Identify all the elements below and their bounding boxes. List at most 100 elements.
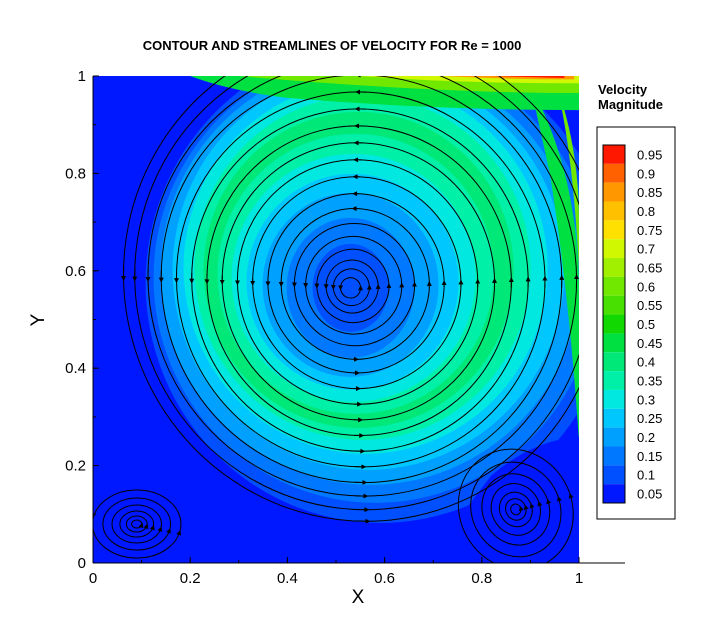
legend-level-label: 0.2 — [637, 430, 655, 445]
legend-level-label: 0.8 — [637, 204, 655, 219]
y-ticks: 0 0.2 0.4 0.6 0.8 1 — [65, 68, 99, 572]
streamline-30 — [457, 448, 574, 563]
legend-level-label: 0.85 — [637, 185, 662, 200]
x-tick-label: 0.4 — [277, 570, 298, 587]
legend-level-label: 0.3 — [637, 392, 655, 407]
streamline-arrow — [351, 206, 358, 212]
legend-swatch — [603, 446, 625, 466]
streamline-arrow — [354, 106, 366, 112]
legend-level-label: 0.1 — [637, 468, 655, 483]
streamline-8 — [252, 176, 462, 390]
legend-level-label: 0.65 — [637, 260, 662, 275]
contour-right-wall-2 — [554, 80, 579, 271]
streamline-1 — [332, 268, 370, 307]
legend-swatch — [603, 314, 625, 334]
streamline-arrow — [314, 283, 320, 289]
legend-level-label: 0.95 — [637, 147, 662, 162]
streamline-arrow — [204, 274, 210, 285]
streamline-arrow — [189, 272, 195, 284]
legend-level-label: 0.45 — [637, 336, 662, 351]
streamline-arrow — [250, 278, 256, 286]
y-tick-label: 0 — [78, 555, 86, 572]
streamline-arrow — [145, 268, 151, 283]
legend-swatch — [603, 333, 625, 353]
legend-level-label: 0.4 — [637, 355, 655, 370]
streamline-arrow — [529, 503, 535, 509]
streamline-arrow — [291, 281, 297, 288]
legend-level-label: 0.25 — [637, 411, 662, 426]
streamline-10 — [221, 142, 496, 421]
streamline-arrow — [323, 284, 329, 290]
streamline-arrow — [458, 279, 464, 288]
contour-right-wall-1 — [530, 85, 579, 442]
streamline-arrow — [360, 29, 372, 35]
streamline-22 — [102, 497, 172, 551]
x-tick-label: 1 — [575, 570, 583, 587]
streamline-25 — [505, 498, 527, 521]
streamline-arrow — [219, 275, 225, 285]
streamline-arrow — [568, 493, 574, 499]
x-tick-label: 0.2 — [180, 570, 201, 587]
streamline-arrow — [359, 57, 370, 63]
y-tick-label: 0.8 — [65, 165, 86, 182]
streamline-0 — [340, 277, 362, 299]
streamline-arrow — [265, 279, 271, 287]
streamline-28 — [481, 473, 551, 546]
streamline-arrow — [542, 275, 548, 288]
streamline-29 — [470, 461, 562, 558]
legend-swatch — [603, 408, 625, 428]
x-tick-label: 0.6 — [374, 570, 395, 587]
streamline-arrow — [176, 530, 182, 536]
streamline-26 — [498, 491, 533, 528]
streamline-11 — [206, 125, 512, 436]
streamline-arrow — [132, 267, 138, 282]
legend-level-label: 0.75 — [637, 223, 662, 238]
streamline-arrow — [588, 276, 594, 288]
streamline-arrow — [441, 280, 447, 288]
legend-swatch — [603, 239, 625, 259]
streamline-arrow — [353, 417, 364, 423]
legend-swatch — [603, 465, 625, 485]
streamline-14 — [160, 76, 563, 483]
legend-swatch — [603, 371, 625, 390]
streamline-arrow — [426, 280, 432, 288]
streamline-arrow — [399, 282, 405, 288]
legend-swatch — [603, 220, 625, 240]
legend-swatch — [603, 389, 625, 409]
legend-swatch — [603, 295, 625, 315]
streamline-arrow — [354, 123, 365, 129]
legend-level-label: 0.05 — [637, 487, 662, 502]
streamline-arrow — [546, 498, 552, 505]
streamline-arrow — [556, 496, 562, 502]
legend-swatch — [603, 163, 625, 183]
x-axis-label: X — [352, 587, 365, 608]
streamline-17 — [123, 76, 579, 522]
contour-bottom-left — [93, 416, 239, 563]
streamline-arrow — [386, 283, 392, 289]
legend-swatch — [603, 427, 625, 447]
streamline-arrow — [508, 277, 514, 288]
contour-top-layer-5 — [491, 76, 565, 78]
streamline-arrow — [574, 274, 579, 288]
streamline-arrow — [158, 269, 164, 283]
contour-band-12 — [312, 243, 389, 332]
legend-swatch — [603, 276, 625, 296]
streamline-arrow — [412, 281, 418, 288]
streamline-arrow — [353, 370, 361, 376]
legend-level-label: 0.7 — [637, 242, 655, 257]
streamline-27 — [490, 483, 541, 536]
streamline-3 — [316, 248, 390, 324]
streamline-20 — [119, 510, 155, 538]
streamline-arrow — [559, 274, 565, 288]
streamline-9 — [237, 159, 479, 405]
streamline-arrow — [353, 386, 362, 392]
legend-swatch — [603, 484, 625, 503]
y-tick-label: 1 — [78, 68, 86, 85]
legend-title-line2: Magnitude — [598, 97, 663, 112]
streamline-arrow — [354, 432, 365, 438]
streamline-arrow — [525, 276, 531, 288]
streamline-arrow — [352, 174, 361, 180]
x-tick-label: 0 — [89, 570, 97, 587]
